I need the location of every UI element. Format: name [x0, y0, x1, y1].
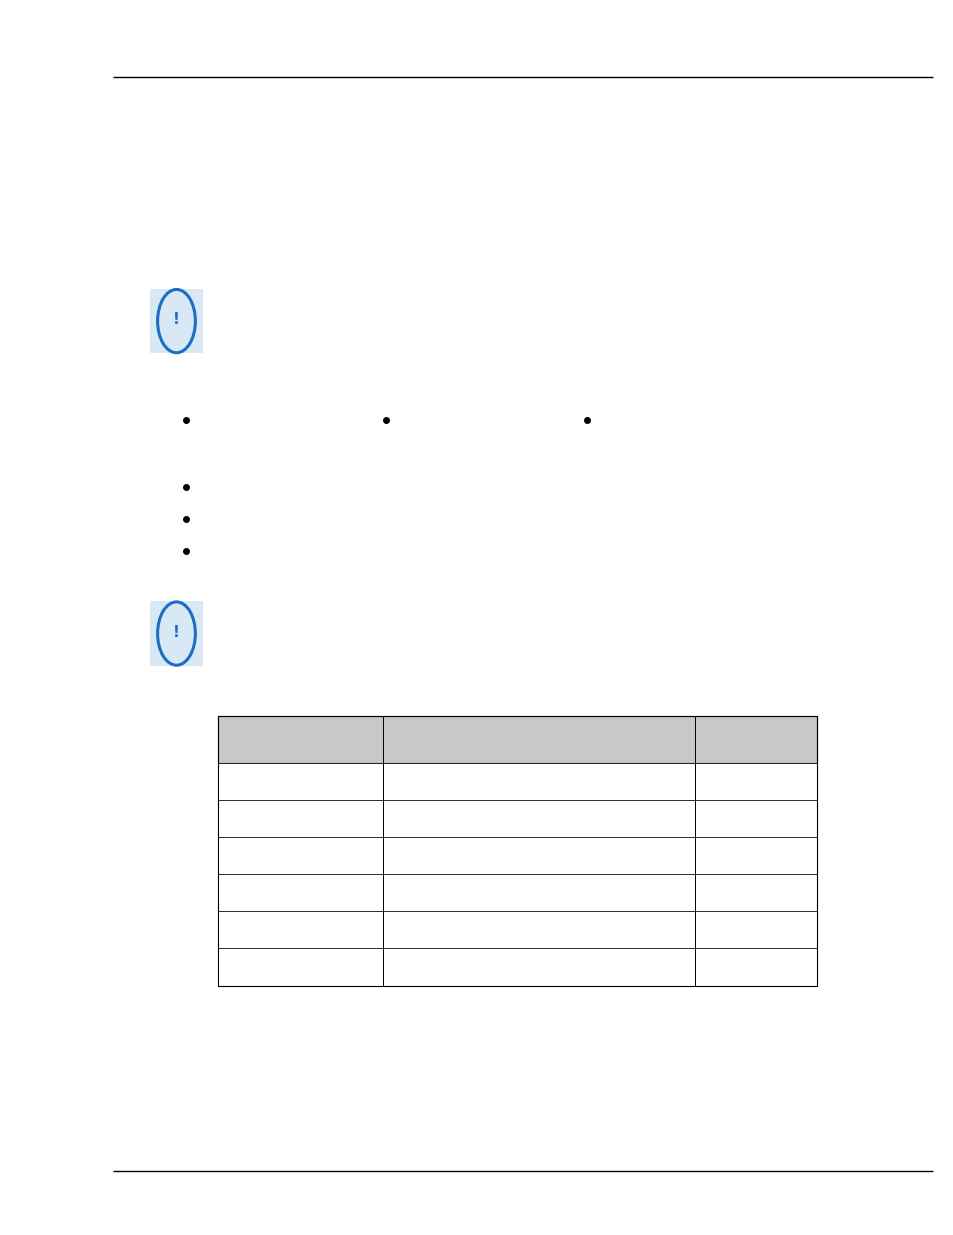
FancyBboxPatch shape: [217, 800, 816, 837]
FancyBboxPatch shape: [217, 837, 816, 874]
Text: !: !: [172, 625, 180, 640]
FancyBboxPatch shape: [151, 601, 202, 666]
FancyBboxPatch shape: [151, 289, 202, 353]
FancyBboxPatch shape: [217, 763, 816, 800]
FancyBboxPatch shape: [217, 911, 816, 948]
FancyBboxPatch shape: [217, 716, 816, 763]
Text: !: !: [172, 312, 180, 327]
FancyBboxPatch shape: [217, 948, 816, 986]
FancyBboxPatch shape: [217, 874, 816, 911]
